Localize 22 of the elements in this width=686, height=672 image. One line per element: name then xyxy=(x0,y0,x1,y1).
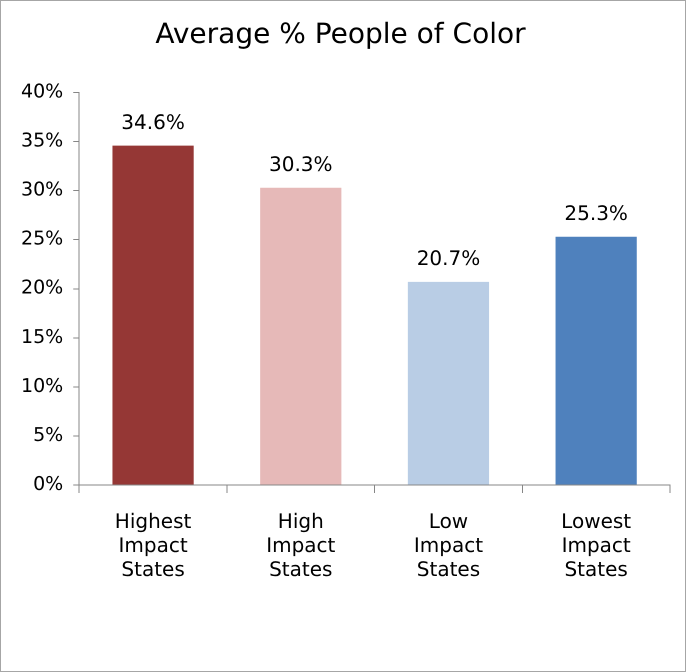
y-tick-label: 15% xyxy=(20,326,64,348)
data-label: 30.3% xyxy=(268,152,333,176)
y-tick-label: 40% xyxy=(20,80,64,103)
y-tick-label: 0% xyxy=(33,472,64,495)
bar xyxy=(112,146,194,484)
bar xyxy=(260,188,342,484)
chart-title: Average % People of Color xyxy=(155,17,526,50)
bar xyxy=(556,236,637,484)
x-tick-label: Lowest Impact States xyxy=(561,509,632,582)
x-tick-label: Low Impact States xyxy=(414,509,484,582)
bar xyxy=(408,282,490,484)
y-tick-label: 5% xyxy=(33,424,64,446)
y-tick-label: 35% xyxy=(20,130,64,152)
y-tick-label: 20% xyxy=(20,276,64,299)
data-label: 25.3% xyxy=(564,201,628,226)
x-tick-label: High Impact States xyxy=(266,509,336,582)
data-label: 20.7% xyxy=(416,246,480,270)
y-tick-label: 30% xyxy=(20,178,64,201)
x-tick-label: Highest Impact States xyxy=(114,509,192,582)
data-label: 34.6% xyxy=(121,110,185,134)
y-tick-label: 25% xyxy=(20,228,64,250)
y-tick-label: 10% xyxy=(20,374,64,397)
